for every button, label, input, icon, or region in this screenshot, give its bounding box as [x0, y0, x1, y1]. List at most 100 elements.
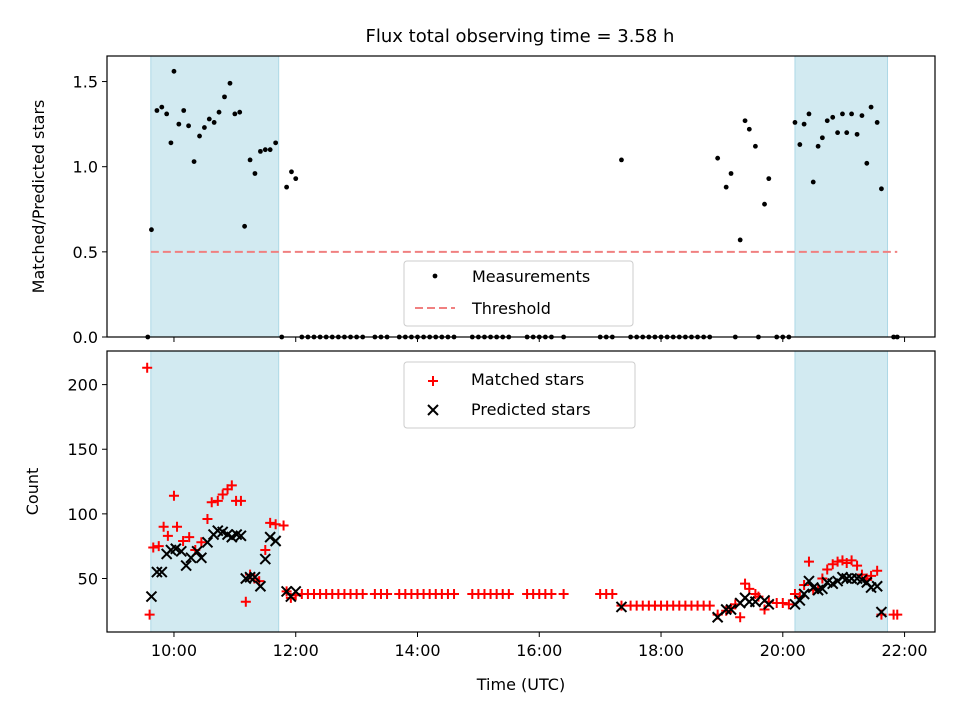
matched-star-point: [832, 556, 843, 567]
matched-star-point: [558, 588, 569, 599]
measurement-point: [284, 184, 290, 190]
matched-star-point: [546, 588, 557, 599]
measurement-point: [252, 171, 258, 176]
measurement-point: [227, 80, 233, 86]
predicted-star-point: [720, 603, 732, 616]
matched-star-point: [872, 565, 883, 576]
measurement-point: [849, 111, 854, 117]
legend-measurement-marker: [432, 273, 438, 279]
matched-star-point: [235, 495, 246, 506]
legend-predicted-label: Predicted stars: [471, 400, 591, 419]
matched-star-point: [449, 588, 460, 599]
y-axis-label: Matched/Predicted stars: [29, 100, 48, 294]
observing-window-band: [150, 55, 280, 338]
legend-threshold-label: Threshold: [471, 299, 551, 318]
matched-star-point: [240, 596, 251, 607]
x-tick-label: 10:00: [151, 641, 197, 660]
predicted-star-point: [254, 580, 267, 592]
measurement-point: [868, 104, 874, 110]
predicted-star-point: [269, 535, 282, 547]
matched-star-point: [196, 537, 207, 548]
measurement-point: [723, 184, 729, 190]
measurement-point: [206, 116, 212, 122]
measurement-point: [728, 171, 734, 176]
predicted-star-point: [235, 530, 247, 542]
measurement-point: [737, 237, 743, 243]
measurement-point: [742, 118, 748, 124]
measurement-point: [762, 201, 767, 207]
y-tick-label: 100: [67, 505, 98, 524]
axes-frame: [106, 55, 936, 338]
top-panel-ratio: 0.0 0.5 1.0 1.5 Matched/Predicted stars Measu…: [29, 55, 936, 347]
measurement-point: [766, 176, 772, 182]
measurement-point: [715, 155, 721, 161]
x-tick-label: 12:00: [273, 641, 319, 660]
measurement-point: [202, 125, 207, 130]
matched-star-point: [178, 536, 189, 547]
predicted-star-point: [180, 559, 192, 572]
matched-star-point: [846, 555, 857, 566]
matched-star-point: [740, 578, 751, 589]
predicted-star-point: [725, 603, 737, 616]
measurement-point: [222, 94, 227, 100]
measurement-point: [840, 111, 845, 117]
predicted-star-point: [794, 594, 806, 607]
observing-window-band: [794, 55, 889, 338]
measurement-point: [752, 143, 758, 149]
y-tick-label: 0.0: [73, 328, 98, 347]
measurement-point: [242, 223, 247, 229]
predicted-star-point: [191, 545, 203, 558]
predicted-star-point: [803, 575, 815, 587]
matched-star-point: [153, 541, 164, 552]
x-tick-label: 18:00: [638, 641, 684, 660]
predicted-star-point: [249, 571, 261, 583]
matched-star-point: [777, 598, 788, 609]
legend-matched-label: Matched stars: [471, 370, 584, 389]
predicted-star-point: [841, 572, 853, 585]
matched-star-point: [148, 542, 159, 553]
matched-star-point: [217, 489, 228, 500]
measurement-point: [247, 157, 253, 163]
legend-bottom: Matched stars Predicted stars: [403, 361, 636, 429]
measurement-point: [262, 147, 268, 153]
x-tick-label: 14:00: [394, 641, 440, 660]
matched-star-point: [803, 556, 814, 567]
predicted-star-point: [871, 580, 883, 592]
predicted-star-point: [175, 545, 187, 558]
y-tick-label: 200: [67, 376, 98, 395]
measurement-point: [191, 159, 197, 164]
matched-star-point: [142, 362, 153, 373]
matched-star-point: [158, 521, 169, 532]
measurement-point: [810, 179, 816, 185]
measurement-point: [273, 140, 279, 146]
measurement-point: [289, 169, 294, 175]
measurement-point: [792, 120, 798, 125]
matched-star-point: [735, 612, 746, 623]
measurement-point: [879, 186, 884, 192]
measurement-point: [159, 104, 165, 110]
chart-title: Flux total observing time = 3.58 h: [366, 26, 675, 47]
predicted-star-point: [145, 590, 158, 603]
matched-star-point: [168, 490, 179, 501]
measurement-point: [197, 133, 202, 139]
matched-star-point: [607, 588, 618, 599]
measurement-point: [237, 109, 243, 115]
predicted-star-point: [615, 601, 628, 613]
y-tick-label: 0.5: [73, 243, 98, 262]
legend-top: Measurements Threshold: [403, 260, 634, 327]
matched-star-point: [144, 609, 155, 620]
x-tick-label: 20:00: [760, 641, 806, 660]
measurement-point: [293, 176, 299, 182]
predicted-star-point: [290, 585, 302, 598]
matched-star-point: [265, 517, 276, 528]
matched-star-point: [704, 600, 715, 611]
observing-window-band: [150, 350, 280, 633]
predicted-star-point: [264, 531, 276, 543]
matched-star-point: [172, 521, 183, 532]
measurement-point: [874, 120, 880, 125]
matched-star-point: [206, 497, 217, 508]
measurement-point: [815, 143, 821, 149]
matched-star-point: [270, 519, 281, 530]
predicted-star-point: [151, 566, 163, 578]
